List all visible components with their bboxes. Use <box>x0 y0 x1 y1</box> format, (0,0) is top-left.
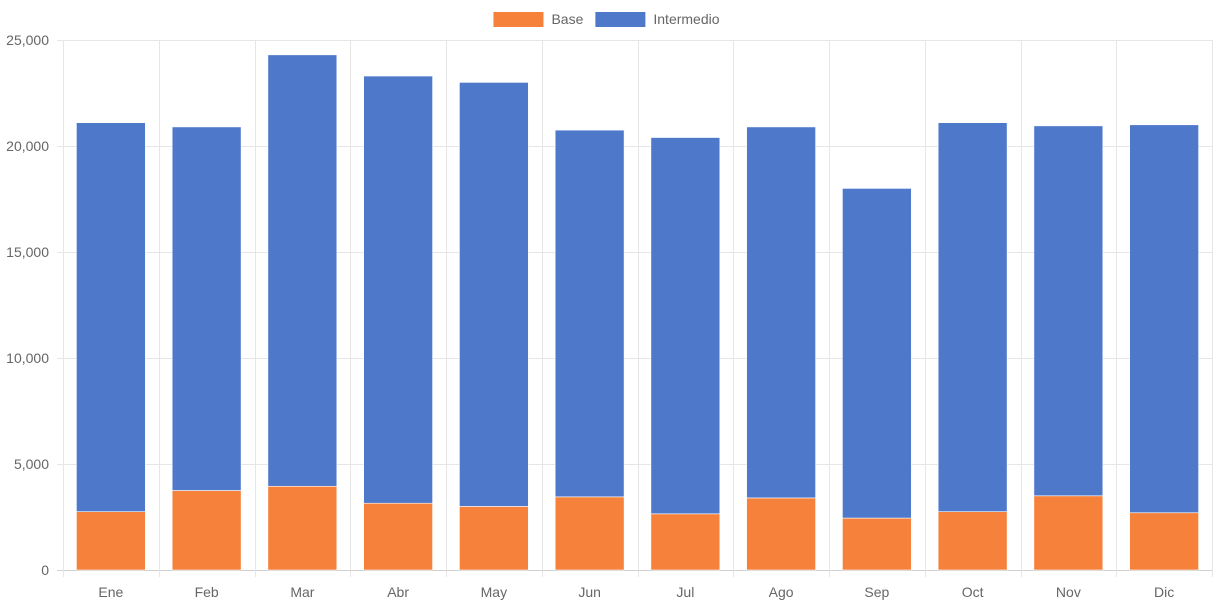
bar-base-oct <box>937 511 1008 571</box>
legend-swatch-base <box>493 12 544 27</box>
y-tick-label: 10,000 <box>6 350 49 366</box>
x-tick-label: Abr <box>387 584 409 600</box>
bar-base-mar <box>267 485 338 571</box>
legend-label: Intermedio <box>653 11 719 27</box>
x-tick-label: Jul <box>676 584 694 600</box>
x-tick-label: Sep <box>864 584 889 600</box>
bar-base-nov <box>1033 495 1104 571</box>
bar-base-feb <box>171 490 242 571</box>
bar-intermedio-jun <box>554 129 625 498</box>
bar-intermedio-jul <box>650 137 721 515</box>
bar-intermedio-ene <box>76 122 146 512</box>
y-tick-label: 0 <box>41 562 49 578</box>
bar-intermedio-mar <box>267 54 338 487</box>
bar-intermedio-nov <box>1033 125 1104 497</box>
bar-intermedio-abr <box>363 75 433 504</box>
bar-base-jun <box>554 496 625 571</box>
bar-base-abr <box>363 502 433 571</box>
bar-base-ago <box>746 497 816 571</box>
x-tick-label: May <box>481 584 507 600</box>
x-tick-label: Nov <box>1056 584 1081 600</box>
y-axis: 0 5,000 10,000 15,000 20,000 25,000 <box>6 32 49 578</box>
legend: Base Intermedio <box>493 11 720 27</box>
bar-base-ene <box>76 511 146 571</box>
x-tick-label: Mar <box>290 584 314 600</box>
bar-base-may <box>459 506 529 571</box>
legend-label: Base <box>551 11 583 27</box>
y-tick-label: 20,000 <box>6 138 49 154</box>
x-tick-label: Feb <box>195 584 219 600</box>
x-tick-label: Jun <box>578 584 601 600</box>
x-tick-label: Ene <box>98 584 123 600</box>
bar-intermedio-oct <box>937 122 1008 512</box>
bar-base-dic <box>1129 512 1199 571</box>
bar-intermedio-sep <box>842 188 912 519</box>
legend-swatch-intermedio <box>595 12 646 27</box>
bars <box>76 54 1199 571</box>
bar-intermedio-may <box>459 82 529 507</box>
x-tick-label: Oct <box>962 584 984 600</box>
y-tick-label: 25,000 <box>6 32 49 48</box>
x-axis: Ene Feb Mar Abr May Jun Jul Ago Sep Oct Nov Dic <box>98 584 1174 600</box>
bar-base-sep <box>842 517 912 571</box>
y-tick-label: 5,000 <box>14 456 49 472</box>
bar-intermedio-feb <box>171 126 242 491</box>
bar-intermedio-dic <box>1129 124 1199 514</box>
grid-lines <box>57 40 1213 577</box>
y-tick-label: 15,000 <box>6 244 49 260</box>
bar-intermedio-ago <box>746 126 816 499</box>
bar-base-jul <box>650 513 721 571</box>
x-tick-label: Ago <box>769 584 794 600</box>
x-tick-label: Dic <box>1154 584 1174 600</box>
